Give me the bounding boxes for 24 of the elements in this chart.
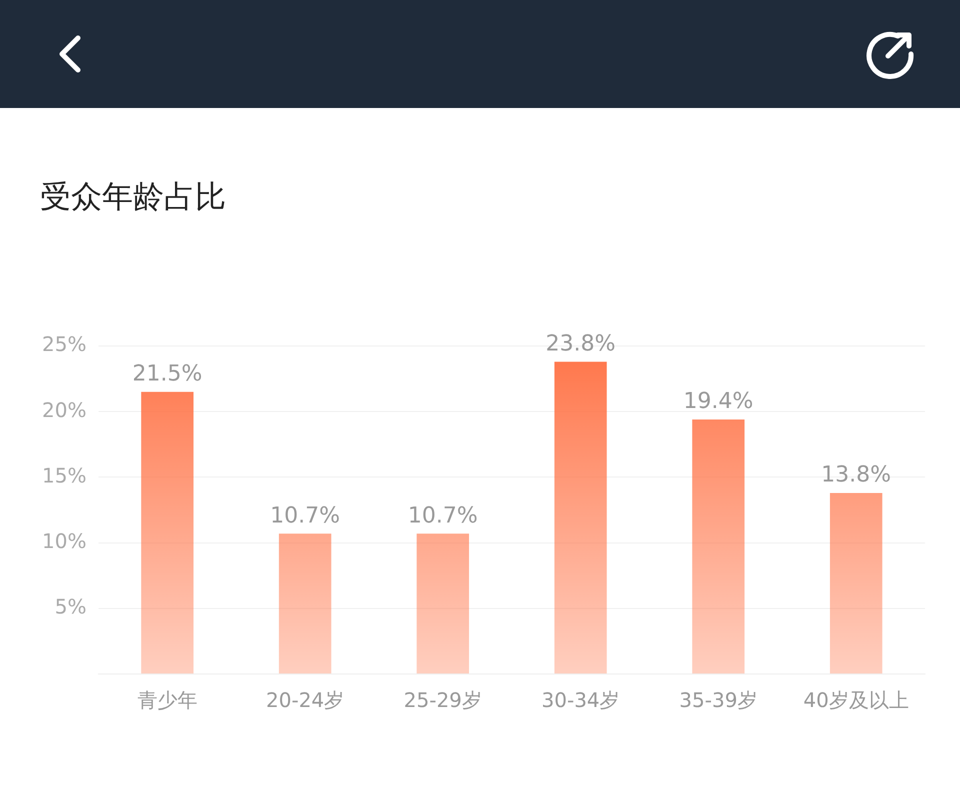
x-tick-label: 20-24岁	[266, 688, 344, 712]
data-label: 21.5%	[132, 362, 202, 387]
bar	[692, 419, 745, 674]
chart-title: 受众年龄占比	[40, 178, 226, 217]
data-label: 10.7%	[270, 503, 340, 528]
x-tick-label: 40岁及以上	[803, 688, 909, 712]
data-label: 10.7%	[408, 503, 478, 528]
x-tick-label: 30-34岁	[542, 688, 620, 712]
bar	[278, 534, 332, 674]
bar	[554, 362, 607, 674]
x-tick-label: 青少年	[137, 688, 198, 712]
y-tick-label: 5%	[54, 594, 86, 619]
y-tick-label: 15%	[42, 463, 86, 488]
data-label: 13.8%	[821, 462, 892, 488]
data-label: 19.4%	[683, 389, 754, 414]
y-tick-label: 20%	[42, 398, 86, 422]
bar	[416, 534, 470, 674]
x-tick-label: 35-39岁	[679, 688, 758, 712]
y-tick-label: 25%	[42, 332, 86, 356]
bar	[141, 392, 194, 674]
data-label: 23.8%	[546, 331, 616, 356]
x-tick-label: 25-29岁	[404, 688, 482, 712]
y-tick-label: 10%	[42, 529, 86, 554]
bar	[830, 492, 882, 674]
